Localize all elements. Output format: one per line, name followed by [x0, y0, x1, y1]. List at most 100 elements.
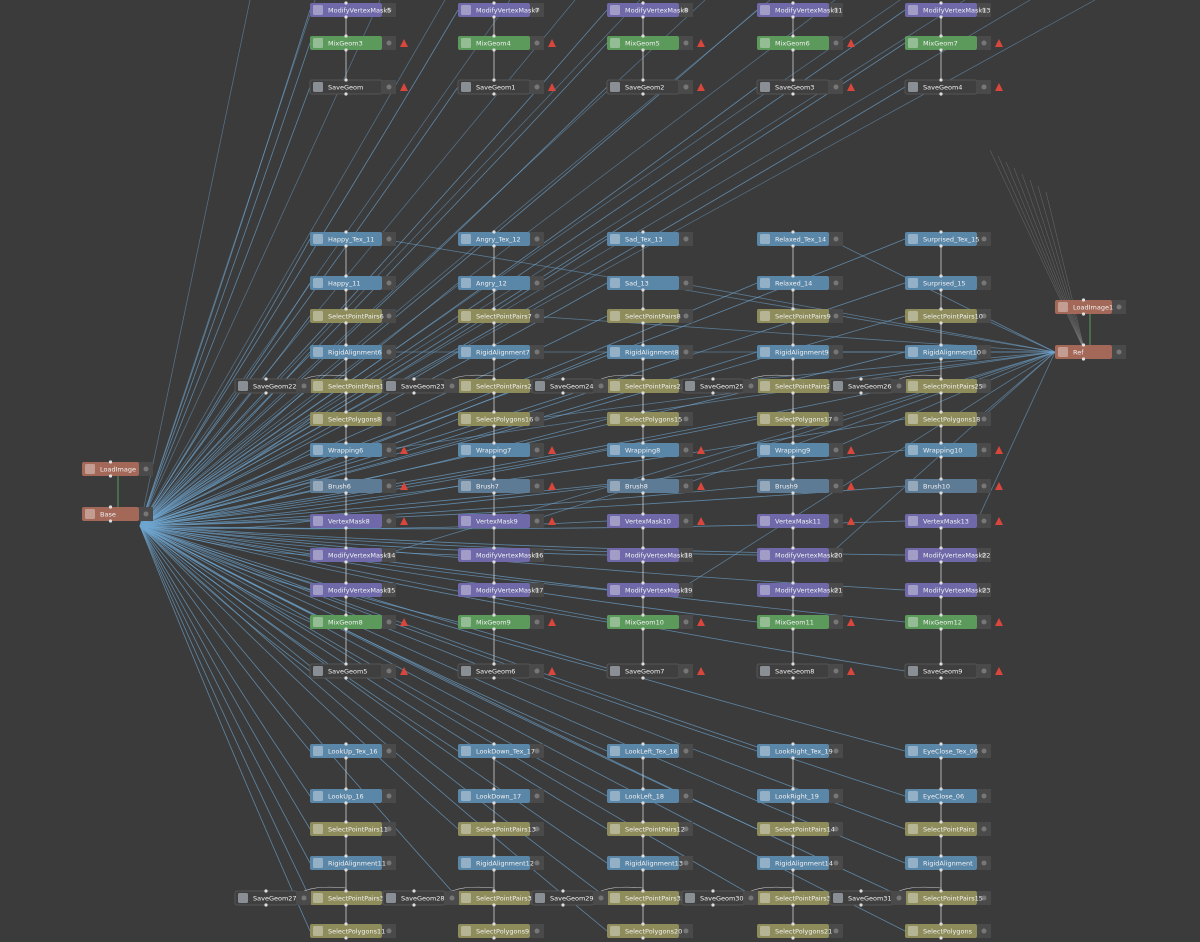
node[interactable]: MixGeom7: [905, 34, 991, 52]
node[interactable]: LookDown_17: [458, 787, 544, 805]
node[interactable]: RigidAlignment10: [905, 343, 991, 361]
node[interactable]: Wrapping10: [905, 441, 991, 459]
node[interactable]: Wrapping9: [757, 441, 843, 459]
node[interactable]: RigidAlignment: [905, 854, 991, 872]
node[interactable]: ModifyVertexMask17: [458, 581, 544, 599]
node[interactable]: RigidAlignment12: [458, 854, 544, 872]
node[interactable]: Angry_12: [458, 274, 544, 292]
node[interactable]: SelectPointPairs6: [310, 307, 396, 325]
node[interactable]: SaveGeom: [309, 78, 396, 96]
node[interactable]: VertexMask9: [458, 512, 544, 530]
node[interactable]: SelectPolygons: [905, 922, 991, 940]
node[interactable]: ModifyVertexMask16: [458, 546, 544, 564]
node[interactable]: RigidAlignment8: [607, 343, 693, 361]
node[interactable]: Wrapping6: [310, 441, 396, 459]
node[interactable]: RigidAlignment9: [757, 343, 843, 361]
node[interactable]: EyeClose_Tex_06: [905, 742, 991, 760]
node[interactable]: SaveGeom9: [904, 662, 991, 680]
node[interactable]: SelectPointPairs: [905, 820, 991, 838]
node[interactable]: ModifyVertexMask14: [310, 546, 396, 564]
node[interactable]: ModifyVertexMask15: [310, 581, 396, 599]
node[interactable]: RigidAlignment13: [607, 854, 693, 872]
node[interactable]: SaveGeom8: [756, 662, 843, 680]
node[interactable]: SelectPointPairs9: [757, 307, 843, 325]
node[interactable]: MixGeom5: [607, 34, 693, 52]
node[interactable]: LookLeft_18: [607, 787, 693, 805]
node[interactable]: SaveGeom31: [829, 889, 906, 907]
node[interactable]: LookLeft_Tex_18: [607, 742, 693, 760]
node[interactable]: Ref: [1055, 343, 1126, 361]
node[interactable]: VertexMask8: [310, 512, 396, 530]
node[interactable]: VertexMask10: [607, 512, 693, 530]
node[interactable]: SaveGeom22: [234, 377, 311, 395]
node[interactable]: Wrapping8: [607, 441, 693, 459]
node[interactable]: SaveGeom2: [606, 78, 693, 96]
node[interactable]: ModifyVertexMask5: [310, 1, 396, 19]
node[interactable]: Base: [82, 505, 153, 523]
node[interactable]: SaveGeom23: [382, 377, 459, 395]
node[interactable]: LookRight_19: [757, 787, 843, 805]
node[interactable]: SelectPolygons18: [905, 410, 991, 428]
node[interactable]: RigidAlignment6: [310, 343, 396, 361]
node[interactable]: SaveGeom29: [531, 889, 608, 907]
node[interactable]: MixGeom4: [458, 34, 544, 52]
node[interactable]: ModifyVertexMask19: [607, 581, 693, 599]
node[interactable]: RigidAlignment7: [458, 343, 544, 361]
node[interactable]: VertexMask11: [757, 512, 843, 530]
node[interactable]: SelectPointPairs14: [757, 820, 843, 838]
node[interactable]: SelectPolygons15: [607, 410, 693, 428]
node[interactable]: ModifyVertexMask8: [607, 1, 693, 19]
node[interactable]: RigidAlignment11: [310, 854, 396, 872]
node[interactable]: SelectPointPairs13: [458, 820, 544, 838]
node[interactable]: Brush7: [458, 477, 544, 495]
node[interactable]: Angry_Tex_12: [458, 230, 544, 248]
node[interactable]: SelectPointPairs7: [458, 307, 544, 325]
node[interactable]: ModifyVertexMask23: [905, 581, 991, 599]
node[interactable]: Sad_Tex_13: [607, 230, 693, 248]
node[interactable]: Surprised_Tex_15: [905, 230, 991, 248]
node[interactable]: Happy_Tex_11: [310, 230, 396, 248]
node[interactable]: Brush10: [905, 477, 991, 495]
node[interactable]: SelectPointPairs35: [607, 889, 693, 907]
node[interactable]: EyeClose_06: [905, 787, 991, 805]
node[interactable]: SaveGeom6: [457, 662, 544, 680]
node[interactable]: SaveGeom28: [382, 889, 459, 907]
node[interactable]: LookUp_Tex_16: [310, 742, 396, 760]
node[interactable]: SelectPointPairs15: [905, 889, 991, 907]
node[interactable]: SelectPointPairs21: [458, 377, 544, 395]
node[interactable]: ModifyVertexMask21: [757, 581, 843, 599]
node[interactable]: SaveGeom1: [457, 78, 544, 96]
node[interactable]: MixGeom6: [757, 34, 843, 52]
node[interactable]: SelectPolygons8: [310, 410, 396, 428]
node[interactable]: RigidAlignment14: [757, 854, 843, 872]
node[interactable]: SelectPolygons21: [757, 922, 843, 940]
node[interactable]: LoadImage1: [1055, 298, 1126, 316]
node[interactable]: ModifyVertexMask18: [607, 546, 693, 564]
node[interactable]: SelectPolygons16: [458, 410, 544, 428]
node[interactable]: LookRight_Tex_19: [757, 742, 843, 760]
node[interactable]: SelectPointPairs25: [905, 377, 991, 395]
node[interactable]: Brush9: [757, 477, 843, 495]
node[interactable]: SelectPointPairs10: [905, 307, 991, 325]
node[interactable]: MixGeom8: [310, 613, 396, 631]
node[interactable]: MixGeom10: [607, 613, 693, 631]
node[interactable]: SaveGeom5: [309, 662, 396, 680]
node[interactable]: Surprised_15: [905, 274, 991, 292]
node[interactable]: SaveGeom7: [606, 662, 693, 680]
node[interactable]: SaveGeom3: [756, 78, 843, 96]
node[interactable]: ModifyVertexMask13: [905, 1, 991, 19]
node[interactable]: SelectPointPairs34: [458, 889, 544, 907]
node[interactable]: MixGeom12: [905, 613, 991, 631]
node[interactable]: LookUp_16: [310, 787, 396, 805]
node[interactable]: MixGeom9: [458, 613, 544, 631]
node[interactable]: SelectPolygons9: [458, 922, 544, 940]
node[interactable]: SelectPointPairs23: [607, 377, 693, 395]
node[interactable]: SaveGeom4: [904, 78, 991, 96]
node[interactable]: Relaxed_14: [757, 274, 843, 292]
node[interactable]: SelectPolygons11: [310, 922, 396, 940]
node[interactable]: SaveGeom27: [234, 889, 311, 907]
node[interactable]: SaveGeom26: [829, 377, 906, 395]
node[interactable]: ModifyVertexMask20: [757, 546, 843, 564]
node[interactable]: SaveGeom30: [681, 889, 758, 907]
node[interactable]: Brush8: [607, 477, 693, 495]
